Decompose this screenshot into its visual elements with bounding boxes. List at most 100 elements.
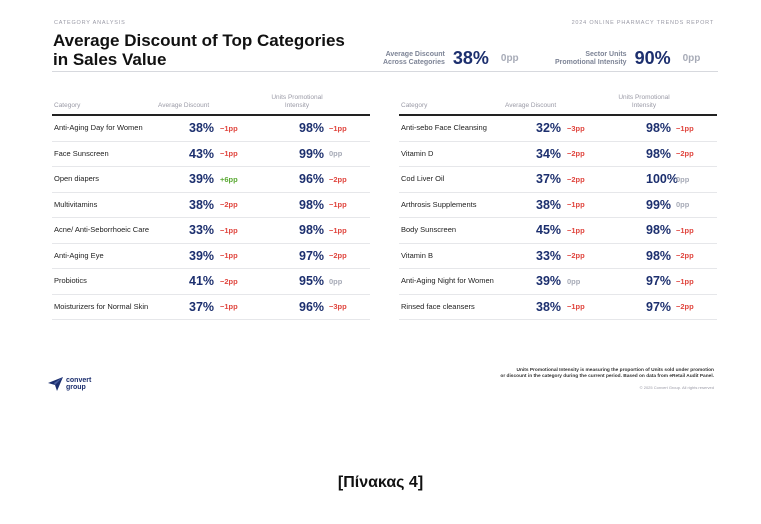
row-discount-delta: −1pp — [220, 149, 238, 159]
row-discount: 33% — [536, 248, 562, 263]
header-avg-discount: Average Discount — [505, 102, 557, 109]
table-row: Acne/ Anti-Seborrhoeic Care 33% −1pp 98% −1p… — [52, 218, 370, 244]
table-row: Rinsed face cleansers 38% −1pp 97% −2pp — [399, 295, 717, 320]
row-category: Body Sunscreen — [401, 225, 457, 234]
row-units-delta: −1pp — [329, 225, 347, 235]
table-header: Category Average Discount Units Promotio… — [399, 94, 717, 116]
row-discount: 37% — [536, 172, 562, 187]
row-category: Arthrosis Supplements — [401, 199, 477, 209]
title-line-2: in Sales Value — [53, 50, 167, 69]
table-row: Body Sunscreen 45% −1pp 98% −1pp — [399, 218, 717, 244]
kpi-promotional-intensity: Sector Units Promotional Intensity 90% 0… — [555, 48, 700, 69]
header-avg-discount: Average Discount — [158, 102, 210, 109]
table-header: Category Average Discount Units Promotio… — [52, 94, 370, 116]
row-units-delta: 0pp — [676, 174, 690, 184]
table-body: Anti-Aging Day for Women 38% −1pp 98% −1pp Fa… — [52, 116, 370, 320]
row-discount: 34% — [536, 146, 562, 161]
row-category: Cod Liver Oil — [401, 174, 445, 183]
kpi-label-line-2: Promotional Intensity — [555, 58, 627, 66]
row-units-delta: −2pp — [676, 251, 694, 261]
row-discount-delta: +6pp — [220, 174, 238, 184]
row-units-delta: −1pp — [329, 123, 347, 133]
table-row: Cod Liver Oil 37% −2pp 100% 0pp — [399, 167, 717, 193]
logo-line-1: convert — [66, 377, 92, 384]
kpi-label: Average Discount Across Categories — [383, 51, 445, 67]
table-row: Vitamin D 34% −2pp 98% −2pp — [399, 142, 717, 167]
row-units: 98% — [646, 223, 672, 238]
kpi-label-line-1: Sector Units — [585, 50, 627, 58]
row-category: Rinsed face cleansers — [401, 301, 475, 311]
table-row: Multivitamins 38% −2pp 98% −1pp — [52, 193, 370, 218]
table-row: Anti-sebo Face Cleansing 32% −3pp 98% −1pp — [399, 116, 717, 142]
row-units: 97% — [646, 299, 672, 314]
row-discount-delta: −3pp — [567, 123, 585, 133]
row-category: Probiotics — [54, 276, 87, 285]
paper-plane-icon — [48, 377, 63, 391]
row-units: 99% — [299, 146, 325, 161]
kpi-value: 38% — [452, 48, 489, 68]
table-row: Probiotics 41% −2pp 95% 0pp — [52, 269, 370, 295]
kpi-value: 90% — [634, 48, 671, 68]
row-discount: 38% — [189, 197, 215, 212]
company-logo: convert group — [48, 377, 91, 391]
row-discount-delta: −2pp — [220, 276, 238, 286]
row-discount: 38% — [189, 121, 215, 136]
row-units: 95% — [299, 274, 325, 289]
row-units: 100% — [646, 172, 678, 187]
row-category: Anti-Aging Night for Women — [401, 276, 494, 285]
row-units-delta: −2pp — [329, 251, 347, 261]
row-units-delta: −1pp — [676, 276, 694, 286]
table-row: Moisturizers for Normal Skin 37% −1pp 96% −3… — [52, 295, 370, 320]
row-discount: 39% — [189, 172, 215, 187]
row-units: 98% — [646, 146, 672, 161]
note-line-2: or discount in the category during the c… — [500, 374, 714, 379]
row-discount-delta: −1pp — [567, 302, 585, 312]
table-row: Anti-Aging Eye 39% −1pp 97% −2pp — [52, 244, 370, 269]
row-units: 97% — [299, 248, 325, 263]
row-discount-delta: −1pp — [220, 251, 238, 261]
row-discount: 39% — [189, 248, 215, 263]
row-units-delta: −3pp — [329, 302, 347, 312]
row-discount-delta: −2pp — [220, 200, 238, 210]
section-kicker: CATEGORY ANALYSIS — [54, 20, 126, 26]
row-units: 98% — [646, 248, 672, 263]
row-discount: 38% — [536, 299, 562, 314]
row-discount-delta: −2pp — [567, 149, 585, 159]
row-discount-delta: −1pp — [220, 225, 238, 235]
logo-wordmark: convert group — [66, 377, 91, 391]
row-discount: 37% — [189, 299, 215, 314]
row-discount: 32% — [536, 121, 562, 136]
kpi-delta: 0pp — [500, 53, 519, 64]
kpi-label-line-2: Across Categories — [383, 58, 445, 66]
row-discount: 43% — [189, 146, 215, 161]
title-line-1: Average Discount of Top Categories — [53, 31, 345, 50]
row-discount-delta: −1pp — [220, 302, 238, 312]
row-units-delta: −1pp — [329, 200, 347, 210]
logo-line-2: group — [66, 384, 86, 391]
row-discount-delta: −1pp — [220, 123, 238, 133]
kpi-delta: 0pp — [682, 53, 701, 64]
row-units: 97% — [646, 274, 672, 289]
header-category: Category — [54, 102, 81, 109]
row-category: Anti-sebo Face Cleansing — [401, 123, 487, 132]
kpi-label: Sector Units Promotional Intensity — [555, 51, 627, 67]
table-row: Arthrosis Supplements 38% −1pp 99% 0pp — [399, 193, 717, 218]
row-units: 96% — [299, 299, 325, 314]
row-units-delta: −2pp — [676, 302, 694, 312]
header-units-line-2: Intensity — [284, 101, 310, 109]
category-table-right: Category Average Discount Units Promotio… — [399, 94, 717, 320]
row-discount: 45% — [536, 223, 562, 238]
row-category: Multivitamins — [54, 199, 98, 209]
row-units-delta: −1pp — [676, 123, 694, 133]
row-discount: 41% — [189, 274, 215, 289]
row-discount: 38% — [536, 197, 562, 212]
table-body: Anti-sebo Face Cleansing 32% −3pp 98% −1pp Vi… — [399, 116, 717, 320]
row-category: Moisturizers for Normal Skin — [54, 301, 149, 311]
header-units-intensity: Units Promotional Intensity — [252, 94, 342, 109]
report-kicker: 2024 ONLINE PHARMACY TRENDS REPORT — [571, 20, 714, 26]
row-units: 98% — [646, 121, 672, 136]
row-discount-delta: 0pp — [567, 276, 581, 286]
row-units-delta: −2pp — [329, 174, 347, 184]
row-category: Face Sunscreen — [54, 148, 109, 158]
row-category: Vitamin B — [401, 250, 433, 260]
